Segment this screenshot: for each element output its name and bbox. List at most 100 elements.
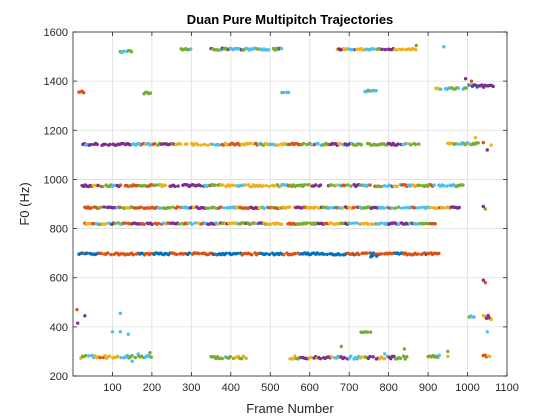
data-point (89, 206, 93, 210)
data-point (103, 222, 108, 226)
data-point (249, 141, 253, 146)
data-point (338, 253, 342, 257)
data-point (393, 206, 397, 210)
data-point (455, 142, 460, 146)
data-point (484, 316, 489, 321)
data-point (250, 253, 254, 257)
data-point (118, 183, 123, 187)
data-point (489, 317, 493, 322)
data-point (409, 143, 413, 147)
data-point (371, 355, 375, 359)
data-point (222, 206, 226, 210)
data-point (293, 251, 297, 256)
x-tick-label: 1100 (495, 382, 519, 394)
data-point (173, 184, 177, 189)
plot-frame (72, 31, 508, 377)
x-tick-label: 700 (340, 382, 358, 394)
data-point (206, 206, 210, 210)
data-point (85, 251, 89, 255)
data-point (287, 205, 292, 209)
data-point (476, 141, 480, 145)
data-point (305, 221, 309, 225)
data-point (153, 142, 157, 146)
data-point (379, 221, 383, 225)
data-point (126, 332, 130, 336)
data-point (286, 90, 291, 95)
data-point (437, 353, 441, 358)
data-point (174, 252, 179, 257)
data-point (221, 183, 225, 187)
data-point (463, 76, 468, 81)
data-point (472, 315, 476, 319)
data-point (389, 356, 393, 361)
data-point (291, 357, 295, 361)
data-point (349, 354, 353, 358)
data-point (380, 47, 384, 52)
data-point (139, 205, 143, 209)
data-point (375, 254, 379, 258)
data-point (95, 142, 99, 147)
y-tick-label: 800 (50, 224, 68, 236)
data-point (365, 251, 369, 255)
data-point (76, 321, 80, 325)
data-point (418, 183, 422, 188)
data-point (316, 141, 320, 146)
data-point (99, 251, 104, 256)
data-point (261, 184, 265, 188)
data-point (267, 252, 272, 257)
data-point (413, 142, 418, 147)
x-tick-label: 500 (261, 382, 279, 394)
data-point (446, 349, 450, 354)
y-tick-label: 600 (50, 273, 68, 285)
data-point (177, 222, 181, 226)
data-point (473, 135, 478, 140)
data-point (235, 251, 240, 256)
data-point (342, 183, 347, 188)
data-point (416, 252, 420, 256)
data-point (101, 184, 105, 189)
data-point (372, 47, 376, 51)
y-tick-label: 1000 (44, 174, 68, 186)
data-point (348, 221, 353, 226)
data-point (213, 183, 217, 187)
data-point (103, 142, 107, 146)
data-point (197, 251, 201, 256)
data-point (339, 344, 343, 349)
data-point (351, 205, 356, 210)
data-point (334, 183, 339, 187)
data-point (359, 143, 363, 147)
data-point (121, 49, 126, 53)
data-point (382, 357, 387, 361)
x-tick-label: 100 (103, 382, 121, 394)
data-point (178, 142, 183, 146)
data-point (113, 221, 117, 226)
data-point (488, 354, 492, 359)
data-point (163, 183, 168, 188)
data-point (130, 353, 134, 358)
data-point (439, 87, 443, 91)
data-point (156, 221, 161, 226)
data-point (456, 86, 461, 90)
data-point (187, 251, 192, 255)
data-point (98, 355, 102, 360)
x-tick-label: 600 (301, 382, 319, 394)
data-point (309, 355, 313, 360)
data-point (154, 183, 158, 187)
data-point (398, 356, 403, 361)
data-point (148, 91, 153, 95)
data-point (82, 91, 86, 95)
data-point (167, 206, 172, 210)
data-point (390, 206, 394, 210)
data-point (394, 48, 399, 52)
data-point (395, 184, 400, 188)
data-point (491, 84, 495, 89)
data-point (419, 205, 423, 210)
data-point (279, 222, 284, 227)
data-point (130, 359, 134, 363)
data-point (150, 222, 154, 227)
data-point (357, 252, 361, 257)
y-tick-label: 1200 (44, 125, 68, 137)
data-point (368, 183, 372, 187)
data-point (133, 355, 137, 360)
data-point (149, 355, 153, 359)
